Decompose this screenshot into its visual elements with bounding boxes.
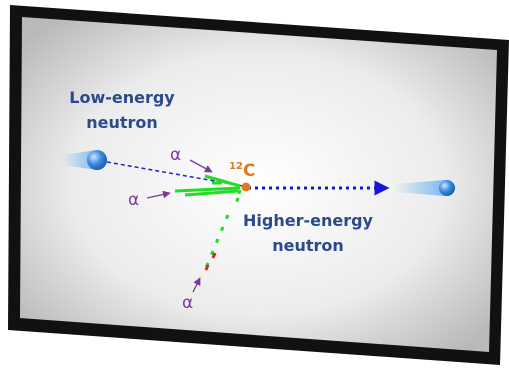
carbon-nucleus (242, 183, 251, 192)
label: neutron (86, 113, 158, 132)
mass-number: 12 (229, 161, 243, 172)
label: Low-energy (69, 88, 175, 107)
element-symbol: C (243, 161, 255, 181)
alpha-label: α (128, 190, 139, 210)
neutron (439, 180, 455, 196)
page: Low-energy neutron Higher-energy neutron… (0, 0, 509, 375)
label: Higher-energy (243, 211, 374, 230)
diagram: Low-energy neutron Higher-energy neutron… (0, 0, 509, 375)
alpha-label: α (182, 293, 193, 313)
alpha-label: α (170, 145, 181, 165)
label: neutron (272, 236, 344, 255)
neutron (87, 150, 107, 170)
